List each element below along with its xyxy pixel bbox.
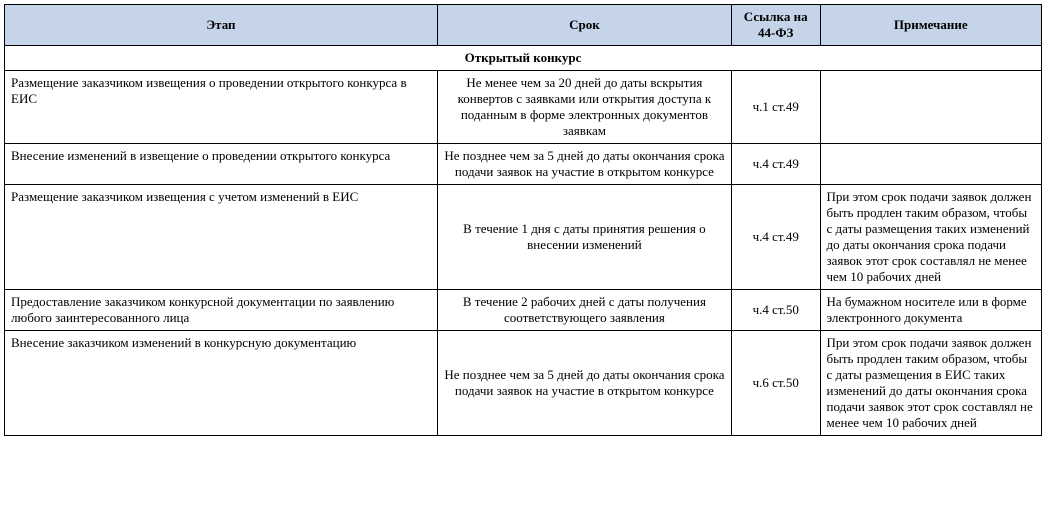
table-header: Этап Срок Ссылка на 44-ФЗ Примечание [5, 5, 1042, 46]
table-row: Размещение заказчиком извещения с учетом… [5, 185, 1042, 290]
col-header-note: Примечание [820, 5, 1042, 46]
col-header-deadline: Срок [437, 5, 731, 46]
cell-ref: ч.4 ст.49 [731, 185, 820, 290]
cell-ref: ч.1 ст.49 [731, 71, 820, 144]
cell-deadline: В течение 2 рабочих дней с даты получени… [437, 290, 731, 331]
table-row: Размещение заказчиком извещения о провед… [5, 71, 1042, 144]
table-row: Предоставление заказчиком конкурсной док… [5, 290, 1042, 331]
cell-stage: Внесение изменений в извещение о проведе… [5, 144, 438, 185]
cell-stage: Внесение заказчиком изменений в конкурсн… [5, 331, 438, 436]
cell-note: На бумажном носителе или в форме электро… [820, 290, 1042, 331]
col-header-stage: Этап [5, 5, 438, 46]
cell-ref: ч.4 ст.50 [731, 290, 820, 331]
cell-note [820, 144, 1042, 185]
cell-note [820, 71, 1042, 144]
procedure-table: Этап Срок Ссылка на 44-ФЗ Примечание Отк… [4, 4, 1042, 436]
cell-deadline: Не позднее чем за 5 дней до даты окончан… [437, 144, 731, 185]
cell-stage: Размещение заказчиком извещения с учетом… [5, 185, 438, 290]
table-row: Внесение изменений в извещение о проведе… [5, 144, 1042, 185]
cell-stage: Размещение заказчиком извещения о провед… [5, 71, 438, 144]
table-row: Внесение заказчиком изменений в конкурсн… [5, 331, 1042, 436]
cell-note: При этом срок подачи заявок должен быть … [820, 185, 1042, 290]
col-header-ref: Ссылка на 44-ФЗ [731, 5, 820, 46]
cell-ref: ч.6 ст.50 [731, 331, 820, 436]
cell-ref: ч.4 ст.49 [731, 144, 820, 185]
cell-deadline: Не позднее чем за 5 дней до даты окончан… [437, 331, 731, 436]
cell-note: При этом срок подачи заявок должен быть … [820, 331, 1042, 436]
cell-deadline: В течение 1 дня с даты принятия решения … [437, 185, 731, 290]
cell-deadline: Не менее чем за 20 дней до даты вскрытия… [437, 71, 731, 144]
cell-stage: Предоставление заказчиком конкурсной док… [5, 290, 438, 331]
section-title: Открытый конкурс [5, 46, 1042, 71]
section-row: Открытый конкурс [5, 46, 1042, 71]
